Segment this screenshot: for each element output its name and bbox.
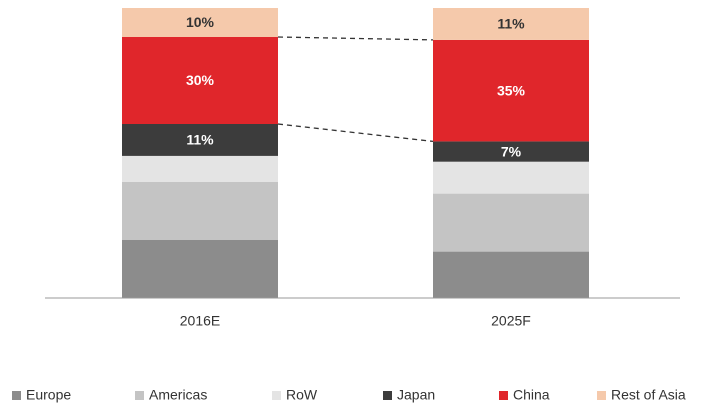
legend-label: Rest of Asia	[611, 387, 686, 403]
bar-segment	[433, 8, 589, 40]
legend-swatch	[383, 391, 392, 400]
legend-swatch	[597, 391, 606, 400]
bar-segment	[433, 39, 589, 142]
bar-segment	[122, 8, 278, 37]
legend-swatch	[12, 391, 21, 400]
bar-segment	[433, 161, 589, 194]
legend-swatch	[499, 391, 508, 400]
data-label: 11%	[497, 16, 525, 32]
connector	[277, 36, 434, 41]
data-label: 30%	[186, 72, 215, 88]
x-tick-label: 2016E	[180, 313, 220, 329]
bar-segment	[433, 193, 589, 252]
legend-label: Japan	[397, 387, 435, 403]
legend-swatch	[135, 391, 144, 400]
legend-label: RoW	[286, 387, 318, 403]
bar-segment	[122, 182, 278, 240]
bar-segment	[433, 251, 589, 298]
data-label: 35%	[497, 82, 526, 98]
connector	[277, 123, 434, 143]
legend-label: China	[513, 387, 550, 403]
data-label: 10%	[186, 14, 215, 30]
legend-label: Europe	[26, 387, 71, 403]
bar-segment	[122, 155, 278, 182]
data-label: 7%	[501, 143, 522, 159]
bar-segment	[433, 141, 589, 162]
x-tick-label: 2025F	[491, 313, 531, 329]
legend-label: Americas	[149, 387, 207, 403]
data-label: 11%	[186, 132, 214, 148]
legend-swatch	[272, 391, 281, 400]
bar-segment	[122, 37, 278, 124]
bar-segment	[122, 124, 278, 156]
bar-segment	[122, 240, 278, 298]
